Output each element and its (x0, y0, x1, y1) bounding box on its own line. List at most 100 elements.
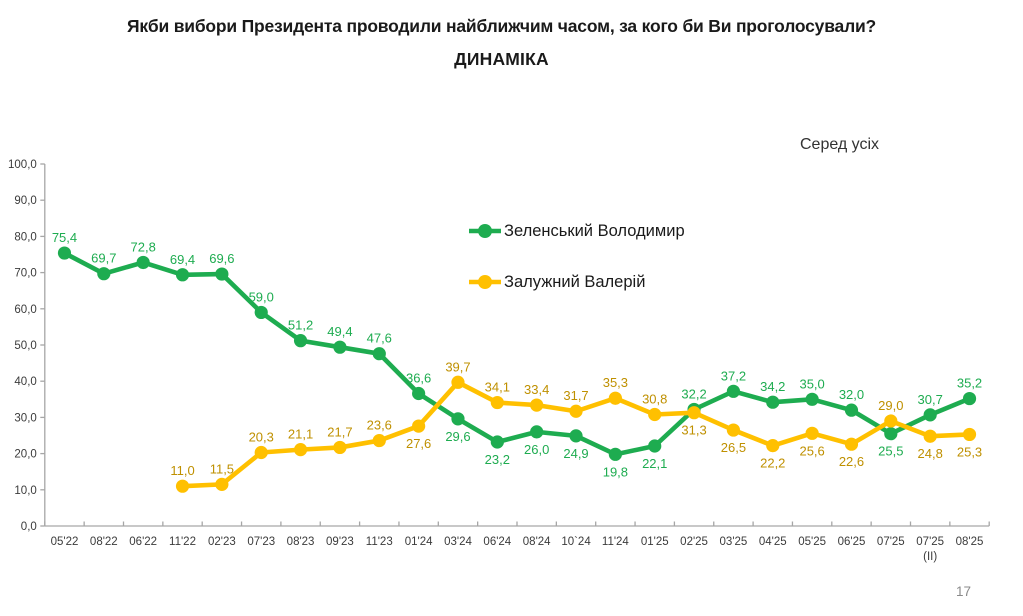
x-axis-category-label: 07'25 (877, 536, 905, 548)
data-label-0: 32,0 (839, 387, 864, 402)
data-label-0: 36,6 (406, 371, 431, 386)
x-axis-category-label: 04'25 (759, 536, 787, 548)
data-label-0: 22,1 (642, 456, 667, 471)
x-axis-category-label: 02'23 (208, 536, 236, 548)
x-axis-category-label: 03'24 (444, 536, 472, 548)
data-point-0 (215, 267, 229, 281)
data-point-0 (57, 246, 72, 260)
data-label-0: 25,5 (878, 444, 903, 459)
data-label-0: 59,0 (249, 289, 274, 304)
data-label-0: 37,2 (721, 368, 746, 383)
data-point-0 (451, 412, 465, 426)
data-label-0: 35,2 (957, 376, 982, 391)
y-axis-tick-label: 20,0 (14, 449, 36, 461)
data-label-1: 21,1 (288, 427, 313, 442)
data-label-0: 49,4 (327, 324, 352, 339)
y-axis-tick-label: 0,0 (21, 521, 37, 533)
data-point-1 (805, 426, 819, 440)
data-label-0: 34,2 (760, 379, 785, 394)
x-axis-category-label: 02'25 (680, 536, 708, 548)
data-point-0 (923, 408, 937, 422)
data-label-1: 22,2 (760, 456, 785, 471)
data-label-1: 29,0 (878, 398, 903, 413)
data-point-0 (805, 392, 819, 406)
data-point-1 (490, 395, 504, 410)
data-point-0 (254, 305, 268, 320)
data-label-1: 34,1 (485, 380, 510, 395)
x-axis-category-label: 06'25 (838, 536, 866, 548)
data-point-0 (293, 334, 308, 348)
data-label-0: 47,6 (367, 331, 392, 346)
data-point-1 (687, 406, 701, 420)
data-point-0 (569, 429, 583, 443)
y-axis-tick-label: 70,0 (14, 268, 36, 280)
y-axis-tick-label: 80,0 (14, 231, 36, 243)
x-axis-category-label: 10`24 (561, 536, 591, 548)
data-label-1: 33,4 (524, 382, 549, 397)
data-label-1: 11,0 (170, 463, 194, 478)
data-point-0 (844, 403, 859, 417)
data-label-0: 69,4 (170, 252, 195, 267)
legend-label-zelenskyi: Зеленський Володимир (504, 221, 685, 240)
data-label-1: 31,7 (563, 388, 588, 403)
data-point-0 (97, 267, 111, 281)
data-label-0: 26,0 (524, 442, 549, 457)
data-label-1: 35,3 (603, 375, 628, 390)
data-point-0 (648, 439, 662, 453)
x-axis-category-label: 06'22 (129, 536, 157, 548)
data-point-0 (608, 447, 622, 461)
data-label-0: 75,4 (52, 230, 77, 245)
x-axis-category-label: 01'25 (641, 536, 669, 548)
x-axis-category-label: 06'24 (483, 536, 511, 548)
data-point-1 (412, 419, 426, 433)
data-point-1 (962, 427, 977, 442)
x-axis-category-label: 08'24 (523, 536, 551, 548)
data-label-0: 35,0 (799, 376, 824, 391)
page-number: 17 (955, 584, 971, 599)
data-label-0: 30,7 (918, 392, 943, 407)
chart-title: Якби вибори Президента проводили найближ… (126, 16, 877, 36)
data-label-1: 24,8 (918, 446, 943, 461)
x-axis-category-label: 09'23 (326, 536, 354, 548)
x-axis-category-label: (II) (923, 551, 937, 563)
data-point-1 (451, 375, 465, 389)
chart-subtitle-dynamics: ДИНАМІКА (454, 49, 549, 69)
data-point-0 (884, 427, 898, 441)
data-label-0: 51,2 (288, 318, 313, 333)
x-axis-category-label: 11'22 (169, 536, 196, 548)
y-axis-tick-label: 30,0 (14, 412, 36, 424)
data-point-1 (844, 437, 859, 451)
data-point-0 (333, 340, 347, 354)
x-axis-category-label: 11'23 (366, 536, 393, 548)
data-point-1 (293, 443, 308, 457)
data-label-1: 39,7 (445, 359, 470, 374)
x-axis-category-label: 08'22 (90, 536, 118, 548)
data-label-0: 69,6 (209, 251, 234, 266)
data-point-1 (766, 439, 780, 453)
data-point-1 (372, 433, 386, 448)
data-point-1 (608, 391, 622, 405)
data-point-0 (530, 425, 544, 439)
population-annotation: Серед усіх (800, 136, 880, 153)
data-point-0 (372, 347, 386, 361)
data-label-1: 23,6 (367, 418, 392, 433)
y-axis-tick-label: 90,0 (14, 195, 36, 207)
data-point-1 (923, 429, 937, 443)
data-point-1 (884, 414, 898, 428)
data-point-1 (175, 479, 190, 493)
data-label-0: 19,8 (603, 464, 628, 479)
data-label-1: 30,8 (642, 392, 667, 407)
data-point-1 (254, 445, 268, 460)
data-point-1 (726, 423, 741, 437)
data-label-1: 26,5 (721, 440, 746, 455)
data-point-0 (175, 268, 190, 282)
data-label-1: 21,7 (327, 424, 352, 439)
data-point-0 (962, 391, 977, 406)
y-axis-tick-label: 10,0 (14, 485, 36, 497)
data-label-0: 72,8 (131, 239, 156, 254)
data-point-0 (726, 384, 741, 398)
data-point-0 (136, 255, 150, 270)
legend-marker-yellow-icon (469, 275, 501, 289)
x-axis-category-label: 07'23 (247, 536, 275, 548)
